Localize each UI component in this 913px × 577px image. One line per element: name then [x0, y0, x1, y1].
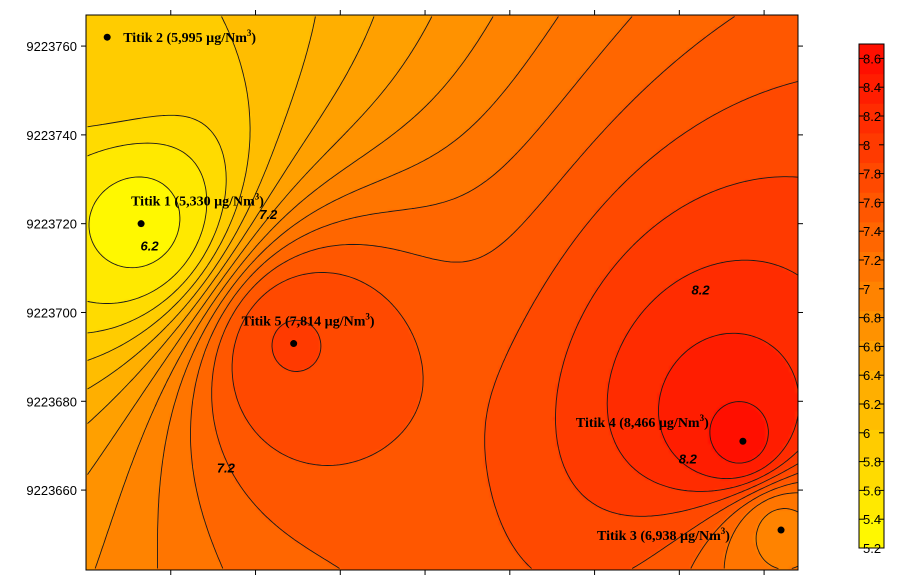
colorbar-band	[859, 281, 884, 312]
colorbar-tick-label: 6	[863, 426, 870, 441]
colorbar-band	[859, 221, 884, 253]
colorbar-band	[859, 251, 884, 282]
colorbar-tick-label: 7	[863, 282, 870, 297]
contour-value-label: 8.2	[691, 283, 710, 298]
axes: 4291604291804292004292204292404292604292…	[26, 10, 803, 575]
colorbar-tick-label: 7.4	[863, 224, 881, 239]
sample-point-marker	[290, 340, 298, 348]
colorbar-band	[859, 132, 884, 164]
contour-value-label: 7.2	[259, 207, 278, 222]
colorbar-band	[859, 399, 884, 430]
colorbar-tick-label: 7.6	[863, 195, 881, 210]
sample-point-marker	[103, 33, 111, 41]
y-tick-label: 9223740	[26, 128, 77, 143]
sample-point-label: Titik 5 (7,814 µg/Nm3)	[242, 312, 375, 330]
colorbar-band	[859, 162, 884, 193]
colorbar-tick-label: 8.2	[863, 109, 881, 124]
y-tick-label: 9223760	[26, 39, 77, 54]
colorbar-band	[859, 73, 884, 104]
colorbar-tick-label: 7.2	[863, 253, 881, 268]
colorbar-band	[859, 518, 884, 549]
colorbar-band	[859, 310, 884, 341]
y-tick-label: 9223680	[26, 394, 77, 409]
colorbar-band	[859, 429, 884, 460]
sample-point-marker	[777, 526, 785, 534]
y-tick-label: 9223700	[26, 305, 77, 320]
colorbar: 8.6 8.4 8.2 8 7.8 7.6 7.4 7.2 7 6.8 6.6 6.4 6.2 6 5.8 5…	[858, 43, 885, 556]
sample-point-marker	[137, 220, 145, 228]
sample-point-marker	[739, 437, 747, 445]
colorbar-tick-label: 5.6	[863, 483, 881, 498]
colorbar-tick-label: 6.6	[863, 339, 881, 354]
colorbar-tick-label: 5.2	[863, 541, 881, 556]
y-tick-label: 9223720	[26, 217, 77, 232]
colorbar-band	[859, 44, 884, 75]
colorbar-band	[859, 192, 884, 223]
sample-point-label: Titik 4 (8,466 µg/Nm3)	[576, 413, 709, 431]
y-tick-label: 9223660	[26, 483, 77, 498]
contour-value-label: 6.2	[141, 238, 160, 253]
contour-path	[87, 16, 798, 569]
colorbar-tick-label: 8.4	[863, 80, 881, 95]
contour-value-label: 7.2	[217, 460, 236, 475]
colorbar-tick-label: 5.4	[863, 512, 881, 527]
plot-frame	[85, 14, 799, 571]
colorbar-tick-label: 8	[863, 138, 870, 153]
plot-area: 4291604291804292004292204292404292604292…	[26, 10, 803, 575]
colorbar-band	[859, 488, 884, 519]
colorbar-tick-label: 6.2	[863, 397, 881, 412]
colorbar-frame	[858, 43, 885, 549]
contour-lines	[87, 16, 798, 569]
colorbar-tick-label: 6.4	[863, 368, 881, 383]
sample-point-label: Titik 2 (5,995 µg/Nm3)	[123, 28, 256, 46]
sample-point-label: Titik 3 (6,938 µg/Nm3)	[597, 526, 730, 544]
colorbar-tick-label: 8.6	[863, 51, 881, 66]
colorbar-tick-label: 6.8	[863, 311, 881, 326]
colorbar-tick-label: 5.8	[863, 455, 881, 470]
contour-value-label: 8.2	[679, 451, 698, 466]
colorbar-band	[859, 340, 884, 371]
colorbar-tick-label: 7.8	[863, 167, 881, 182]
sample-point-label: Titik 1 (5,330 µg/Nm3)	[131, 192, 264, 210]
colorbar-band	[859, 459, 884, 490]
sample-points: Titik 1 (5,330 µg/Nm3) Titik 2 (5,995 µg/…	[103, 28, 785, 544]
colorbar-band	[859, 103, 884, 134]
contour-labels: 6.2 7.2 7.2 8.2 8.2	[141, 207, 711, 475]
